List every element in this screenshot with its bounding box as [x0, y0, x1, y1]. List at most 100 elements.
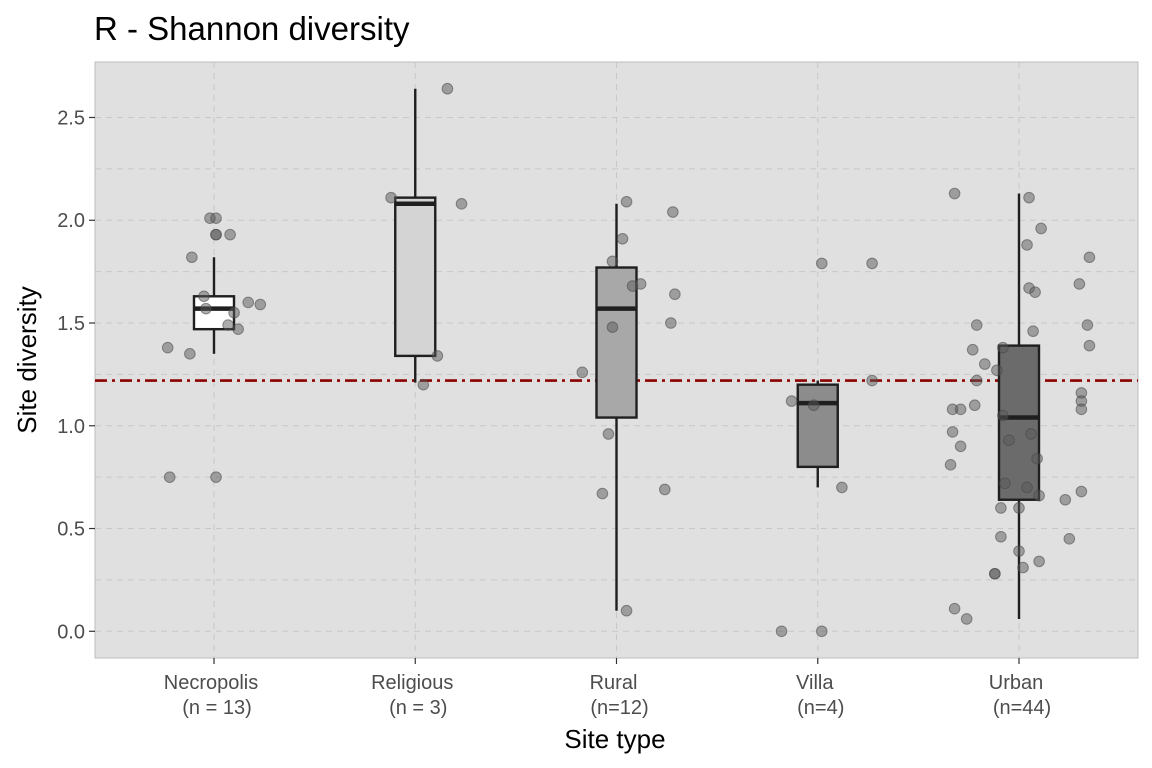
data-point: [163, 471, 176, 483]
x-tick-n-label: (n=12): [590, 697, 648, 719]
x-tick-n-label: (n=4): [797, 697, 844, 719]
box-body: [595, 266, 638, 419]
data-point: [999, 477, 1011, 490]
data-point: [228, 306, 240, 319]
x-axis: Necropolis (n = 13) Religious (n = 3) Rural (…: [164, 658, 1051, 719]
data-point: [948, 602, 961, 615]
box-rural: [595, 203, 638, 611]
data-point: [1033, 555, 1045, 568]
data-point: [1029, 286, 1041, 298]
data-point: [968, 399, 981, 412]
data-point: [620, 195, 633, 208]
y-axis: 0.0 0.5 1.0 1.5 2.0 2.5: [57, 107, 95, 643]
data-point: [807, 399, 820, 412]
data-point: [970, 374, 983, 387]
data-point: [995, 530, 1007, 543]
data-point: [606, 255, 619, 268]
data-point: [1083, 339, 1096, 352]
y-tick-label: 1.0: [57, 416, 85, 438]
data-point: [995, 502, 1007, 514]
data-point: [991, 364, 1003, 377]
data-point: [866, 374, 878, 387]
data-point: [1017, 561, 1029, 574]
data-point: [254, 298, 267, 311]
data-point: [161, 341, 174, 354]
data-point: [954, 440, 967, 453]
data-point: [1023, 191, 1035, 204]
data-point: [184, 348, 196, 360]
box-body: [796, 383, 839, 469]
data-point: [1021, 481, 1033, 494]
data-point: [417, 378, 430, 391]
data-point: [1031, 452, 1043, 465]
y-tick-label: 2.0: [57, 210, 85, 232]
x-tick-label: Villa: [796, 672, 834, 694]
x-tick-label: Necropolis: [164, 672, 258, 694]
data-point: [1063, 533, 1076, 545]
data-point: [602, 428, 615, 440]
data-point: [242, 296, 255, 309]
data-point: [441, 82, 454, 95]
data-point: [1081, 319, 1094, 331]
data-point: [960, 613, 973, 625]
data-point: [1013, 502, 1025, 514]
data-point: [1075, 403, 1088, 416]
data-point: [815, 257, 828, 270]
data-point: [224, 228, 236, 241]
data-point: [616, 232, 629, 245]
data-point: [997, 409, 1009, 422]
data-point: [198, 290, 210, 303]
x-tick-n-label: (n = 3): [389, 697, 447, 719]
x-tick-label: Religious: [371, 672, 453, 694]
data-point: [1027, 325, 1039, 338]
data-point: [659, 483, 671, 496]
box-body: [394, 196, 437, 358]
data-point: [1025, 428, 1037, 440]
data-point: [455, 198, 468, 210]
data-point: [634, 278, 647, 290]
data-point: [385, 191, 397, 204]
data-point: [1021, 239, 1033, 251]
data-point: [665, 317, 677, 329]
data-point: [1073, 278, 1086, 290]
y-axis-title: Site diversity: [12, 286, 42, 433]
data-point: [620, 604, 633, 617]
y-tick-label: 1.5: [57, 313, 85, 335]
x-tick-label: Rural: [590, 672, 638, 694]
x-tick-label: Urban: [989, 672, 1043, 694]
data-point: [1013, 545, 1025, 557]
data-point: [997, 341, 1009, 354]
data-point: [210, 212, 222, 224]
data-point: [222, 319, 234, 331]
data-point: [186, 251, 198, 264]
data-point: [946, 426, 959, 438]
data-point: [1075, 485, 1088, 498]
data-point: [210, 471, 222, 483]
box-body: [997, 344, 1041, 501]
data-point: [596, 487, 609, 500]
data-point: [866, 257, 878, 270]
box-urban: [997, 193, 1041, 619]
data-point: [989, 567, 1001, 580]
data-point: [775, 625, 788, 638]
data-point: [978, 358, 991, 370]
data-point: [576, 366, 589, 379]
box-religious: [394, 88, 437, 383]
data-point: [970, 319, 983, 331]
data-point: [966, 343, 979, 356]
chart-title: R - Shannon diversity: [94, 10, 410, 47]
data-point: [200, 302, 212, 315]
data-point: [1059, 493, 1072, 506]
y-tick-label: 0.5: [57, 519, 85, 541]
x-tick-n-label: (n=44): [993, 697, 1051, 719]
data-point: [431, 350, 444, 362]
boxes-group: [192, 88, 1041, 619]
data-point: [1083, 251, 1096, 264]
data-point: [1035, 222, 1047, 235]
data-point: [606, 321, 619, 333]
data-point: [232, 323, 244, 335]
data-point: [785, 395, 798, 407]
y-tick-label: 2.5: [57, 107, 85, 129]
data-point: [1033, 489, 1045, 502]
